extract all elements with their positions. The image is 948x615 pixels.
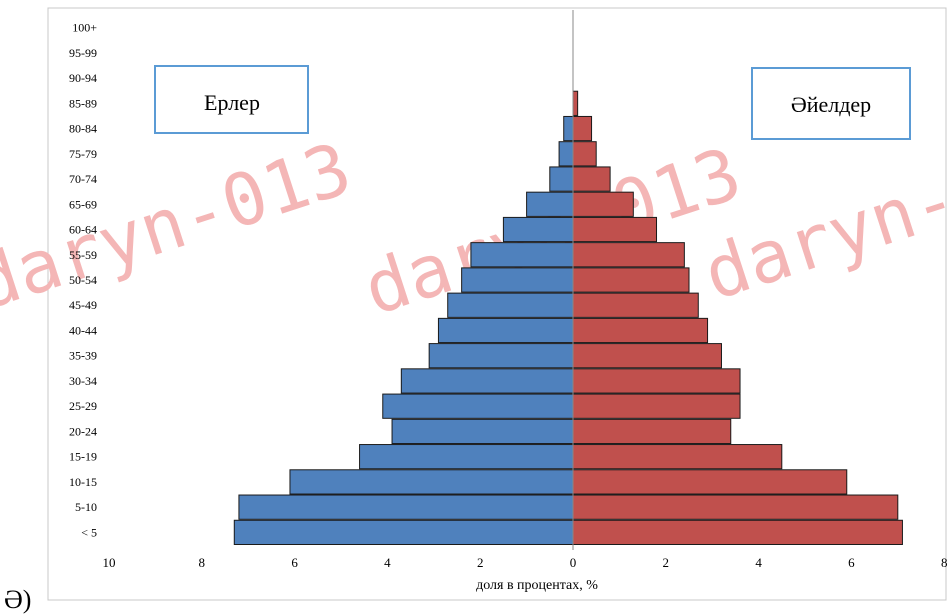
age-group-label: 95-99: [69, 46, 97, 60]
x-tick-label: 10: [103, 555, 116, 570]
bar-female-1: [572, 494, 899, 520]
bar-female-17: [572, 90, 579, 116]
bar-female-8: [572, 317, 709, 344]
panel-label: Ә): [4, 585, 32, 614]
legend-box-female: Әйелдер: [751, 67, 911, 140]
bar-female-3: [572, 444, 783, 470]
age-group-label: 45-49: [69, 298, 97, 312]
age-group-label: 75-79: [69, 147, 97, 161]
x-tick-label: 4: [755, 555, 762, 570]
bar-male-0: [233, 519, 574, 545]
bar-female-14: [572, 166, 611, 192]
age-group-label: 100+: [72, 21, 97, 35]
bar-female-7: [572, 343, 722, 369]
bar-male-1: [238, 494, 574, 520]
bar-female-0: [572, 519, 903, 545]
bar-female-5: [572, 393, 741, 419]
age-group-label: 65-69: [69, 197, 97, 211]
age-group-label: 60-64: [69, 223, 97, 237]
bar-female-15: [572, 141, 597, 167]
x-tick-label: 8: [941, 555, 948, 570]
bar-female-10: [572, 267, 690, 293]
bar-male-11: [470, 242, 574, 268]
bar-male-9: [447, 292, 574, 318]
bar-female-2: [572, 469, 848, 495]
x-axis-title: доля в процентах, %: [476, 578, 598, 593]
bar-male-4: [391, 418, 574, 445]
bar-female-9: [572, 292, 699, 318]
bar-male-2: [289, 469, 574, 495]
bar-male-6: [400, 368, 574, 394]
age-group-label: 20-24: [69, 424, 97, 438]
age-group-label: 50-54: [69, 273, 97, 287]
age-group-label: 55-59: [69, 248, 97, 262]
bar-male-16: [563, 115, 574, 142]
bar-male-10: [461, 267, 574, 293]
legend-label-female: Әйелдер: [791, 92, 871, 117]
bar-male-7: [428, 343, 574, 369]
legend-label-male: Ерлер: [204, 90, 260, 115]
bar-female-4: [572, 418, 732, 445]
bar-male-5: [382, 393, 574, 419]
age-group-label: 5-10: [75, 500, 97, 514]
x-tick-label: 8: [199, 555, 206, 570]
bar-female-12: [572, 216, 658, 243]
bar-female-6: [572, 368, 741, 394]
age-group-label: 40-44: [69, 323, 97, 337]
age-group-label: 90-94: [69, 71, 97, 85]
x-axis-tick-labels: 10 8 6 4 2 0 2 4 6 8: [103, 555, 948, 570]
legend-box-male: Ерлер: [154, 65, 309, 134]
bar-female-13: [572, 191, 634, 217]
age-group-label: 70-74: [69, 172, 97, 186]
bar-male-8: [437, 317, 574, 344]
bar-male-14: [549, 166, 574, 192]
age-group-label: 30-34: [69, 374, 97, 388]
x-tick-label: 2: [663, 555, 670, 570]
bar-male-12: [502, 216, 574, 243]
bar-male-13: [526, 191, 574, 217]
age-group-label: 85-89: [69, 96, 97, 110]
age-group-label: 25-29: [69, 399, 97, 413]
age-group-label: 10-15: [69, 475, 97, 489]
x-tick-label: 2: [477, 555, 484, 570]
bar-male-3: [359, 444, 574, 470]
bar-male-15: [558, 141, 574, 167]
bar-female-16: [572, 115, 593, 142]
x-tick-label: 4: [384, 555, 391, 570]
age-group-label: 80-84: [69, 122, 97, 136]
age-group-label: < 5: [81, 525, 97, 539]
age-group-labels: < 5 5-10 10-15 15-19 20-24 25-29 30-34 35-39 40-…: [69, 21, 97, 540]
age-group-label: 15-19: [69, 450, 97, 464]
age-group-label: 35-39: [69, 349, 97, 363]
bars-layer: [233, 90, 903, 545]
x-tick-label: 0: [570, 555, 577, 570]
x-tick-label: 6: [291, 555, 298, 570]
bar-female-11: [572, 242, 685, 268]
x-tick-label: 6: [848, 555, 855, 570]
